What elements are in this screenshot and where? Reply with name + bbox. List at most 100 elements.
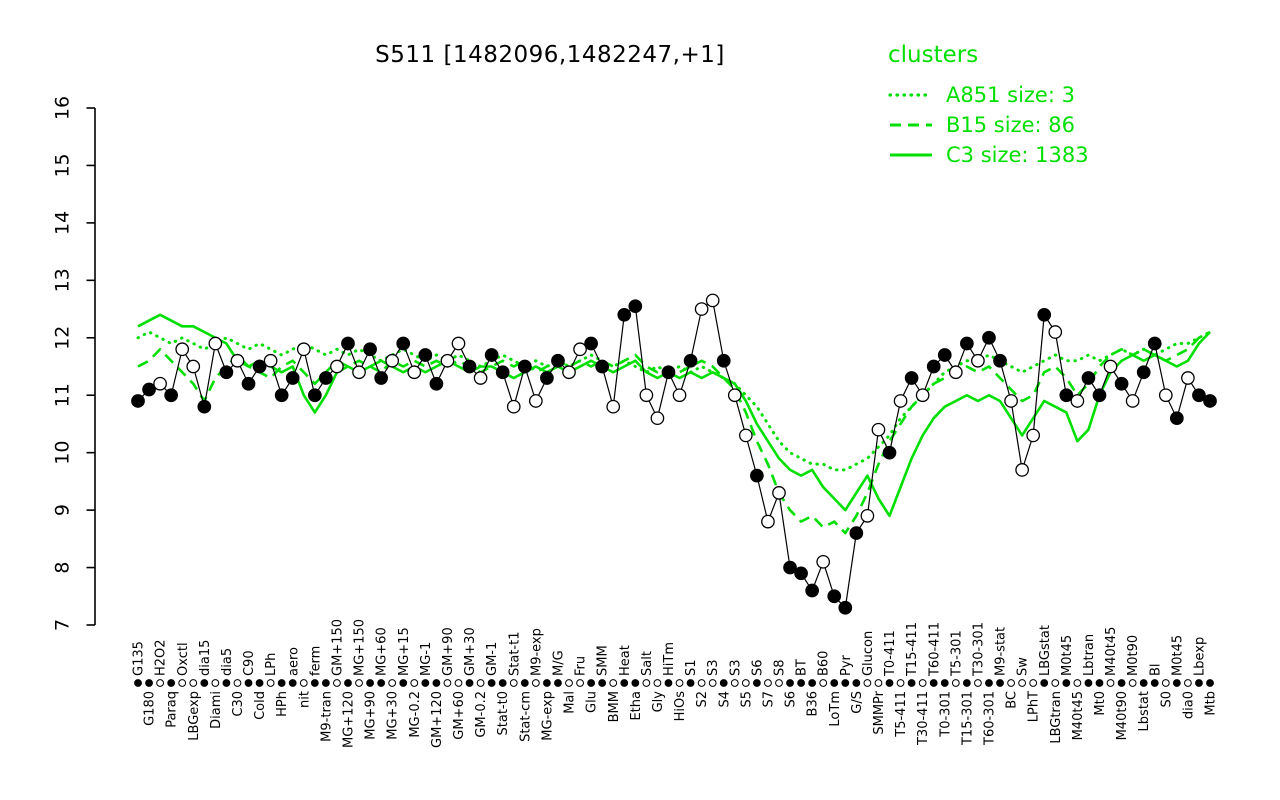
data-point-marker xyxy=(838,600,853,615)
x-tick-label: T15-411 xyxy=(905,622,920,677)
condition-rug-dot xyxy=(1150,679,1159,687)
x-tick-label: M9-exp xyxy=(529,628,544,676)
data-point-marker xyxy=(573,342,587,357)
condition-rug-dot xyxy=(830,679,839,687)
data-point-marker xyxy=(1203,394,1217,408)
x-tick-label: S5 xyxy=(739,691,754,708)
data-point-marker xyxy=(1114,376,1129,391)
x-tick-label: S0 xyxy=(1159,691,1174,708)
data-point-marker xyxy=(1048,325,1063,339)
x-tick-label: S3 xyxy=(728,659,743,676)
x-tick-label: T5-301 xyxy=(949,630,964,677)
condition-rug-dot xyxy=(631,679,640,687)
data-point-marker xyxy=(1092,388,1107,403)
x-tick-label: T60-301 xyxy=(983,691,998,746)
data-point-marker xyxy=(926,359,941,374)
data-point-marker xyxy=(407,365,422,380)
x-tick-label: S2 xyxy=(695,691,710,708)
data-point-marker xyxy=(164,388,179,403)
condition-rug-dot xyxy=(819,679,828,687)
data-point-marker xyxy=(186,359,201,374)
x-tick-label: Lbexp xyxy=(1192,637,1207,676)
condition-rug-dot xyxy=(730,679,739,687)
x-tick-label: GM+150 xyxy=(330,619,345,676)
condition-rug-dot xyxy=(222,679,231,687)
x-tick-label: MG+150 xyxy=(353,619,368,676)
x-tick-label: Glu xyxy=(585,691,600,713)
data-point-marker xyxy=(849,526,864,540)
data-point-marker xyxy=(1181,371,1195,385)
x-tick-label: Diami xyxy=(209,691,224,729)
condition-rug-dot xyxy=(609,679,618,687)
y-tick-label: 13 xyxy=(52,268,74,292)
condition-rug-dot xyxy=(167,679,176,687)
condition-rug-dot xyxy=(134,679,142,687)
condition-rug-dot xyxy=(1195,679,1203,687)
x-tick-label: S3 xyxy=(706,659,721,676)
data-point-marker xyxy=(993,353,1007,368)
data-point-marker xyxy=(1004,394,1018,408)
data-point-marker xyxy=(628,299,643,314)
x-tick-label: BT xyxy=(795,659,810,676)
data-point-marker xyxy=(805,583,819,598)
condition-rug-dot xyxy=(432,679,441,687)
x-tick-label: LPh xyxy=(264,653,279,676)
data-point-marker xyxy=(1070,394,1085,408)
condition-rug-dot xyxy=(520,679,529,687)
data-point-marker xyxy=(296,342,311,357)
data-point-marker xyxy=(396,336,411,351)
x-tick-label: GM+120 xyxy=(430,691,445,748)
data-point-marker xyxy=(871,422,886,437)
condition-rug-dot xyxy=(775,679,783,687)
chart-title: S511 [1482096,1482247,+1] xyxy=(375,42,725,68)
condition-rug-dot xyxy=(1172,679,1181,687)
data-point-marker xyxy=(208,336,223,351)
condition-rug-dot xyxy=(918,679,927,687)
legend-entry-a851: A851 size: 3 xyxy=(888,80,1218,110)
data-point-marker xyxy=(495,365,510,380)
legend-entry-label: A851 size: 3 xyxy=(946,83,1075,107)
x-tick-label: M/G xyxy=(552,650,567,676)
condition-rug-dot xyxy=(1139,679,1148,687)
data-point-marker xyxy=(517,359,532,374)
data-point-marker xyxy=(241,376,256,391)
condition-rug-dot xyxy=(321,679,330,687)
x-tick-label: M9-stat xyxy=(994,627,1009,676)
x-tick-label: C30 xyxy=(231,691,246,717)
x-tick-label: MG+90 xyxy=(364,691,379,740)
x-tick-label: LoTm xyxy=(828,691,843,727)
data-point-marker xyxy=(650,411,665,426)
condition-rug-dot xyxy=(211,679,220,687)
condition-rug-dot xyxy=(708,679,717,687)
data-point-marker xyxy=(915,388,930,403)
condition-rug-dot xyxy=(498,679,507,687)
condition-rug-dot xyxy=(554,679,562,687)
x-tick-label: HPh xyxy=(275,691,290,717)
x-tick-label: Sw xyxy=(1016,657,1031,676)
condition-rug-dot xyxy=(355,679,363,687)
data-point-marker xyxy=(772,486,786,500)
condition-rug-dot xyxy=(664,679,673,687)
data-point-marker xyxy=(893,394,908,408)
condition-rug-dot xyxy=(985,679,993,687)
dashed-line-sample xyxy=(890,123,932,127)
x-tick-label: M40t45 xyxy=(1104,627,1119,676)
x-tick-label: dia5 xyxy=(220,648,235,676)
condition-rug-dot xyxy=(642,679,651,687)
condition-rug-dot xyxy=(1161,679,1170,687)
x-tick-label: Mal xyxy=(563,691,578,714)
condition-rug-dot xyxy=(896,679,905,687)
x-tick-label: SMMPr xyxy=(872,690,887,734)
x-tick-label: B36 xyxy=(806,691,821,716)
data-point-marker xyxy=(562,365,576,380)
x-tick-label: MG-0.2 xyxy=(408,691,423,738)
cluster-line-b15 xyxy=(137,330,1211,535)
x-tick-label: Salt xyxy=(640,651,655,676)
data-point-marker xyxy=(1037,307,1052,322)
data-point-marker xyxy=(816,554,831,569)
data-point-marker xyxy=(131,394,145,408)
data-point-marker xyxy=(1158,388,1173,403)
data-point-marker xyxy=(352,365,366,380)
